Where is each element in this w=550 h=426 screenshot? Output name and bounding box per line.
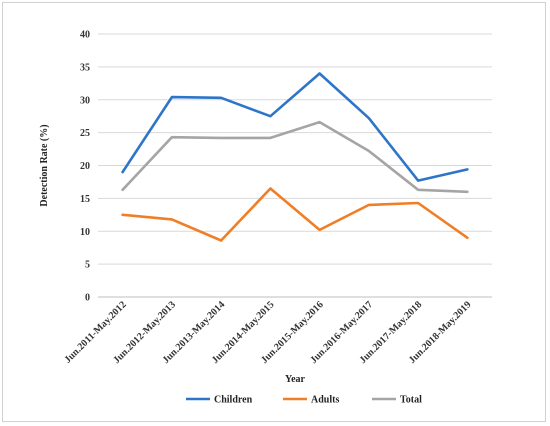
legend-label: Total xyxy=(400,395,422,406)
gridlines xyxy=(98,33,492,298)
legend-item-adults: Adults xyxy=(283,395,339,406)
series-line-children xyxy=(121,72,469,182)
legend-label: Children xyxy=(214,395,253,406)
legend-label: Adults xyxy=(311,395,339,406)
y-tick-label: 40 xyxy=(80,30,90,41)
legend-item-children: Children xyxy=(186,395,253,406)
x-tick-labels: Jun.2011-May.2012Jun.2012-May.2013Jun.20… xyxy=(62,299,473,366)
y-tick-label: 30 xyxy=(80,95,90,106)
chart-frame xyxy=(2,2,546,422)
legend-item-total: Total xyxy=(372,395,422,406)
series-lines xyxy=(121,72,469,242)
x-axis-title: Year xyxy=(285,374,306,385)
y-tick-label: 20 xyxy=(80,161,90,172)
series-line-adults xyxy=(121,187,469,242)
y-tick-labels: 0 5 10 15 20 25 30 35 40 xyxy=(80,30,90,304)
y-tick-label: 0 xyxy=(85,293,90,304)
y-tick-label: 10 xyxy=(80,227,90,238)
y-tick-label: 15 xyxy=(80,194,90,205)
y-tick-label: 25 xyxy=(80,128,90,139)
series-line-total xyxy=(121,120,469,194)
y-tick-label: 35 xyxy=(80,62,90,73)
legend: Children Adults Total xyxy=(186,395,422,406)
y-axis-title: Detection Rate (%) xyxy=(39,124,50,206)
y-tick-label: 5 xyxy=(85,260,90,271)
